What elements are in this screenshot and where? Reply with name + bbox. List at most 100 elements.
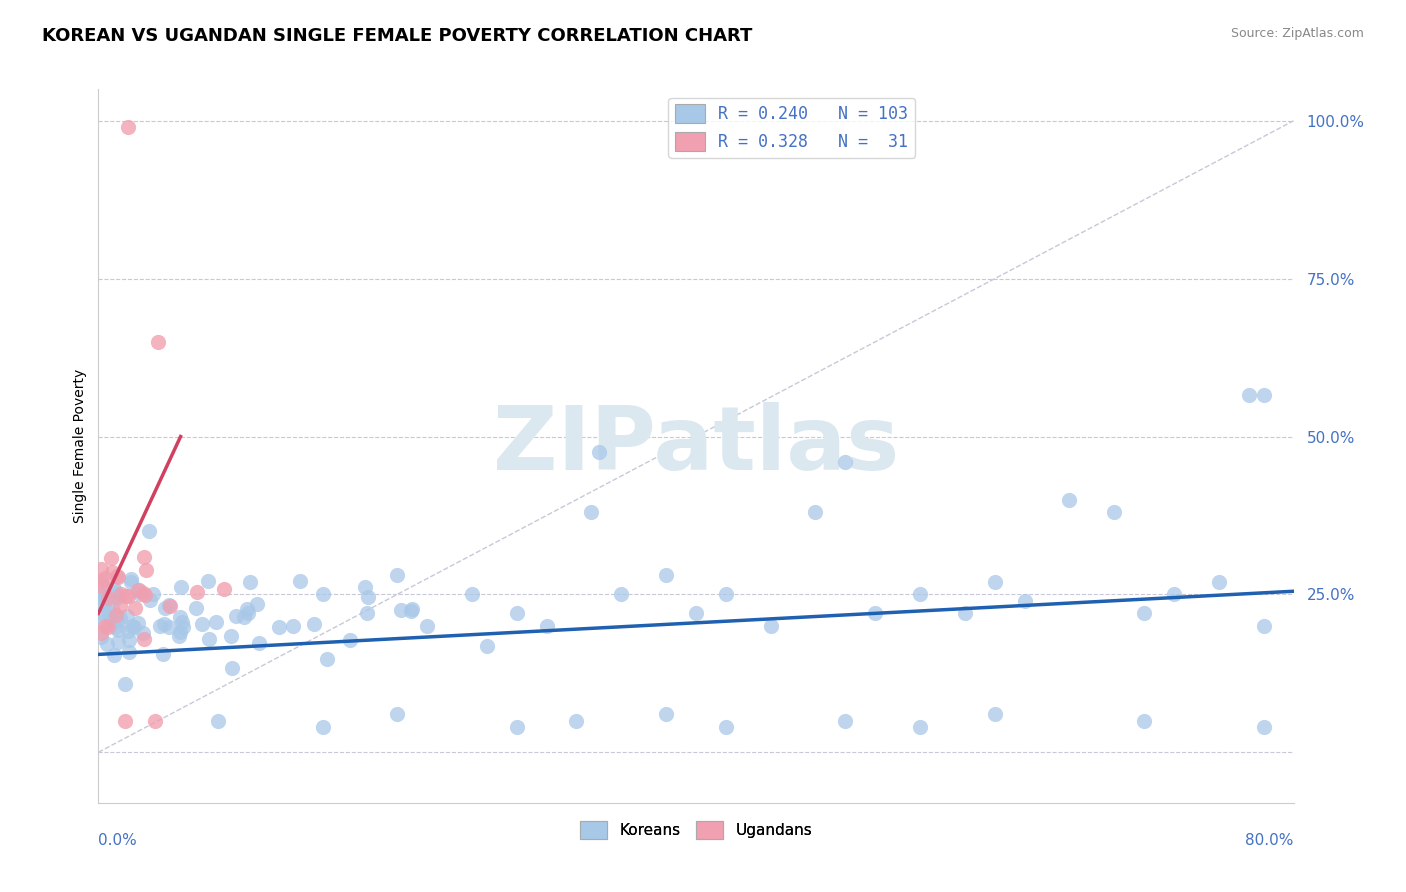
- Point: [655, 568, 678, 582]
- Point: [134, 588, 156, 602]
- Point: [172, 615, 194, 629]
- Point: [90, 574, 112, 589]
- Point: [148, 334, 170, 349]
- Point: [107, 570, 129, 584]
- Point: [290, 574, 312, 588]
- Point: [114, 676, 136, 690]
- Point: [107, 623, 129, 637]
- Point: [90, 630, 112, 644]
- Point: [169, 610, 191, 624]
- Point: [97, 591, 120, 605]
- Text: Source: ZipAtlas.com: Source: ZipAtlas.com: [1230, 27, 1364, 40]
- Point: [354, 580, 377, 594]
- Point: [108, 599, 131, 613]
- Point: [98, 615, 121, 630]
- Point: [401, 604, 423, 618]
- Point: [267, 620, 290, 634]
- Point: [117, 624, 139, 638]
- Point: [1014, 593, 1036, 607]
- Point: [127, 615, 149, 630]
- Point: [908, 720, 931, 734]
- Point: [101, 601, 124, 615]
- Point: [107, 634, 129, 648]
- Point: [172, 619, 194, 633]
- Point: [953, 607, 976, 621]
- Text: 80.0%: 80.0%: [1246, 833, 1294, 848]
- Point: [153, 616, 176, 631]
- Point: [655, 707, 678, 722]
- Text: KOREAN VS UGANDAN SINGLE FEMALE POVERTY CORRELATION CHART: KOREAN VS UGANDAN SINGLE FEMALE POVERTY …: [42, 27, 752, 45]
- Point: [90, 577, 112, 591]
- Point: [245, 598, 267, 612]
- Point: [97, 605, 120, 619]
- Point: [105, 569, 128, 583]
- Point: [90, 579, 112, 593]
- Point: [610, 587, 633, 601]
- Point: [804, 505, 827, 519]
- Point: [94, 619, 117, 633]
- Point: [212, 582, 235, 596]
- Point: [588, 445, 610, 459]
- Point: [115, 609, 138, 624]
- Y-axis label: Single Female Poverty: Single Female Poverty: [73, 369, 87, 523]
- Point: [107, 590, 129, 604]
- Point: [247, 636, 270, 650]
- Point: [103, 648, 125, 662]
- Point: [108, 611, 131, 625]
- Point: [132, 550, 155, 565]
- Point: [536, 619, 558, 633]
- Point: [117, 120, 139, 134]
- Point: [103, 582, 125, 596]
- Text: 0.0%: 0.0%: [98, 833, 138, 848]
- Point: [316, 652, 339, 666]
- Point: [221, 660, 243, 674]
- Point: [401, 602, 423, 616]
- Point: [96, 637, 118, 651]
- Point: [235, 601, 257, 615]
- Point: [91, 607, 114, 621]
- Point: [129, 587, 152, 601]
- Point: [685, 607, 707, 621]
- Point: [475, 639, 498, 653]
- Point: [159, 599, 181, 613]
- Point: [1237, 388, 1260, 402]
- Point: [385, 568, 409, 582]
- Point: [197, 574, 219, 588]
- Point: [239, 574, 262, 589]
- Point: [167, 630, 190, 644]
- Point: [311, 587, 333, 601]
- Point: [232, 609, 254, 624]
- Point: [97, 619, 120, 633]
- Point: [170, 580, 193, 594]
- Point: [120, 572, 142, 586]
- Point: [139, 592, 162, 607]
- Point: [115, 589, 138, 603]
- Point: [101, 565, 124, 579]
- Point: [339, 633, 361, 648]
- Point: [1208, 574, 1230, 589]
- Point: [281, 619, 304, 633]
- Point: [416, 619, 439, 633]
- Point: [205, 615, 228, 629]
- Point: [91, 591, 114, 605]
- Point: [565, 714, 588, 728]
- Point: [1133, 714, 1156, 728]
- Point: [759, 619, 782, 633]
- Point: [105, 585, 128, 599]
- Point: [1104, 505, 1126, 519]
- Point: [118, 632, 141, 647]
- Point: [1253, 619, 1275, 633]
- Point: [114, 714, 136, 728]
- Point: [302, 616, 325, 631]
- Point: [834, 455, 856, 469]
- Point: [1253, 720, 1275, 734]
- Point: [311, 720, 333, 734]
- Point: [1253, 388, 1275, 402]
- Point: [93, 597, 115, 611]
- Point: [506, 720, 529, 734]
- Point: [120, 574, 142, 589]
- Point: [121, 619, 143, 633]
- Point: [149, 619, 172, 633]
- Point: [581, 505, 603, 519]
- Point: [461, 587, 484, 601]
